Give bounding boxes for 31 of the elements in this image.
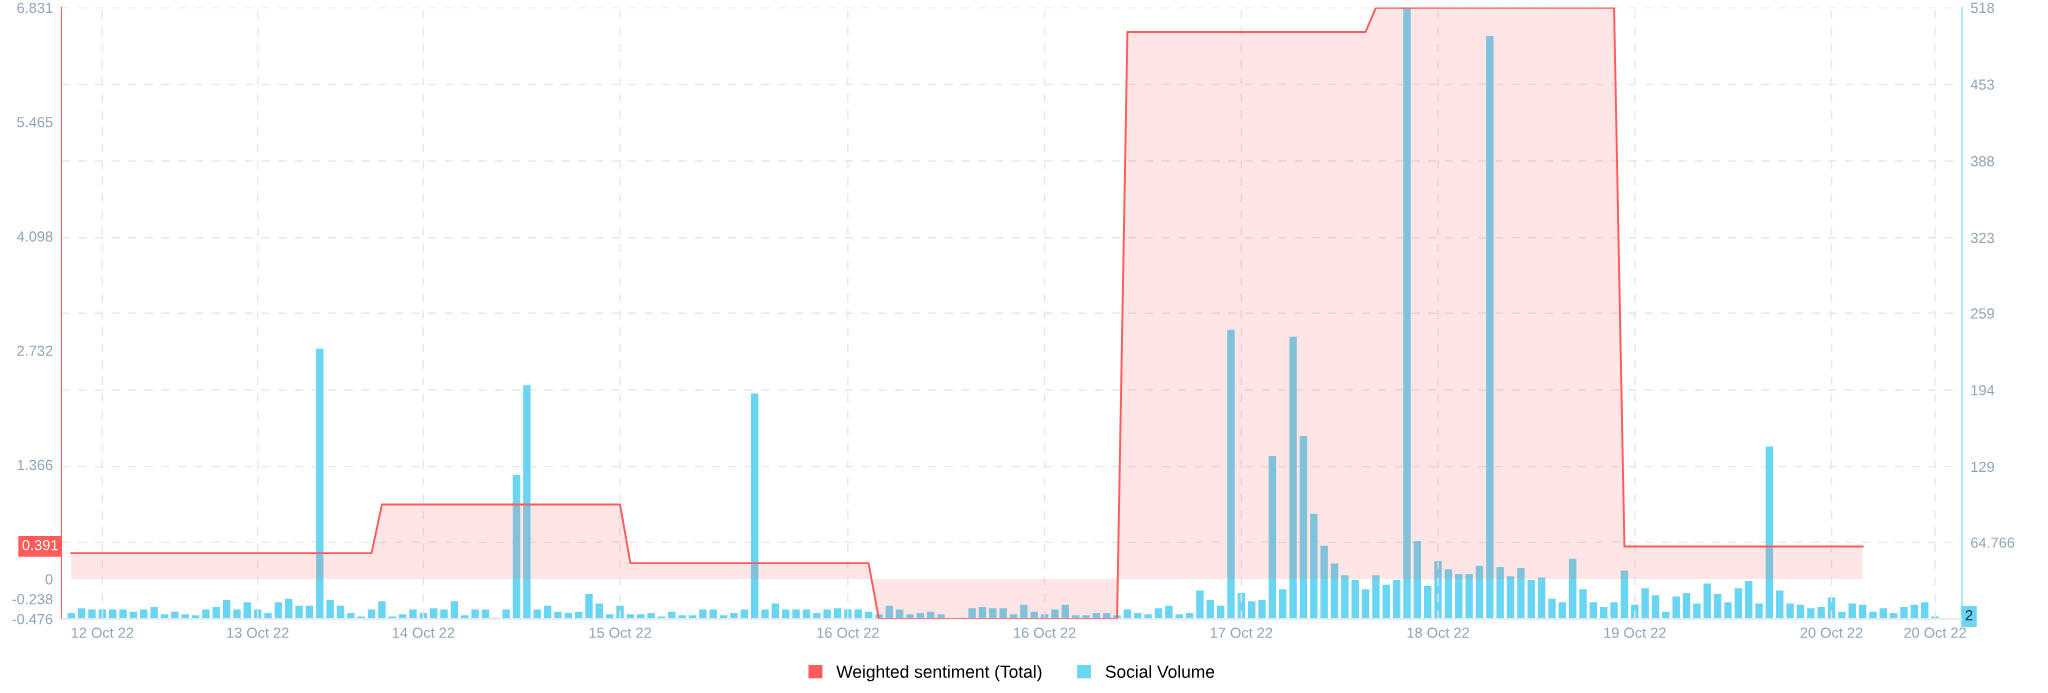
x-tick-label: 16 Oct 22 xyxy=(1014,627,1076,638)
y-tick-label: 1.366 xyxy=(17,459,53,471)
x-tick-label: 13 Oct 22 xyxy=(227,627,289,638)
y2-tick-label: 64.766 xyxy=(1971,537,2015,548)
y2-tick-label: 323 xyxy=(1970,232,1995,244)
text: 0.391 xyxy=(22,540,58,551)
x-tick-label: 18 Oct 22 xyxy=(1407,627,1469,638)
x-tick-label: 17 Oct 22 xyxy=(1210,627,1273,638)
y2-tick-label: 453 xyxy=(1970,79,1995,90)
y-tick-label: 6.831 xyxy=(17,2,53,14)
x-tick-label: 14 Oct 22 xyxy=(392,627,455,638)
y2-tick-label: 194 xyxy=(1971,385,1995,396)
y-tick-label: 5.465 xyxy=(17,116,53,128)
x-tick-label: 12 Oct 22 xyxy=(71,627,134,638)
legend-label: Social Volume xyxy=(1105,665,1215,678)
y-tick-label: -0.476 xyxy=(12,613,53,625)
legend-label: Weighted sentiment (Total) xyxy=(836,665,1042,682)
x-tick-label: 16 Oct 22 xyxy=(817,627,879,638)
y2-tick-label: 129 xyxy=(1971,461,1994,473)
x-tick-label: 19 Oct 22 xyxy=(1604,627,1666,638)
y-tick-label: -0.238 xyxy=(12,594,53,605)
y-tick-label: 2.732 xyxy=(17,345,53,356)
x-tick-label: 20 Oct 22 xyxy=(1904,627,1966,638)
x-tick-label: 20 Oct 22 xyxy=(1800,627,1863,638)
x-tick-label: 15 Oct 22 xyxy=(589,627,651,638)
y2-tick-label: 388 xyxy=(1970,156,1995,167)
y-tick-label: 0 xyxy=(45,574,53,585)
y2-tick-label: 259 xyxy=(1971,308,1994,319)
text: 2 xyxy=(1965,610,1973,621)
y-tick-label: 4.098 xyxy=(16,231,53,242)
y2-tick-label: 518 xyxy=(1970,2,1995,14)
